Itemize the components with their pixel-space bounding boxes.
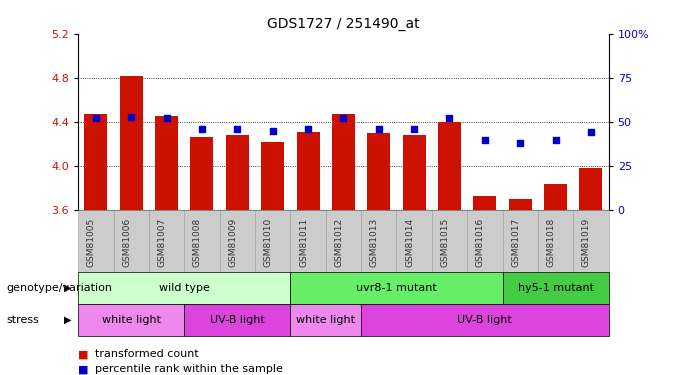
Point — [197, 126, 207, 132]
Text: ■: ■ — [78, 364, 88, 374]
Point — [409, 126, 420, 132]
Text: wild type: wild type — [159, 283, 209, 293]
Text: ▶: ▶ — [64, 283, 71, 293]
Text: GSM81019: GSM81019 — [582, 217, 591, 267]
Text: GSM81015: GSM81015 — [441, 217, 449, 267]
Point — [373, 126, 384, 132]
Text: transformed count: transformed count — [95, 350, 199, 359]
Point — [161, 116, 172, 122]
Bar — [544, 184, 567, 210]
Text: GSM81013: GSM81013 — [370, 217, 379, 267]
Text: GSM81018: GSM81018 — [547, 217, 556, 267]
Text: percentile rank within the sample: percentile rank within the sample — [95, 364, 283, 374]
Bar — [332, 114, 355, 210]
Title: GDS1727 / 251490_at: GDS1727 / 251490_at — [267, 17, 420, 32]
Text: GSM81010: GSM81010 — [264, 217, 273, 267]
Point — [550, 136, 561, 142]
Text: GSM81006: GSM81006 — [122, 217, 131, 267]
Point — [515, 140, 526, 146]
Text: stress: stress — [7, 315, 39, 325]
Bar — [438, 122, 461, 210]
Point — [303, 126, 313, 132]
Bar — [155, 116, 178, 210]
Bar — [190, 137, 214, 210]
Text: white light: white light — [102, 315, 160, 325]
Text: genotype/variation: genotype/variation — [7, 283, 113, 293]
Point — [479, 136, 490, 142]
Text: GSM81005: GSM81005 — [87, 217, 96, 267]
Text: GSM81007: GSM81007 — [158, 217, 167, 267]
Text: GSM81011: GSM81011 — [299, 217, 308, 267]
Bar — [579, 168, 602, 210]
Text: hy5-1 mutant: hy5-1 mutant — [517, 283, 594, 293]
Bar — [367, 133, 390, 210]
Text: GSM81016: GSM81016 — [476, 217, 485, 267]
Text: white light: white light — [296, 315, 355, 325]
Bar — [120, 76, 143, 210]
Point — [585, 129, 596, 135]
Text: UV-B light: UV-B light — [210, 315, 265, 325]
Text: GSM81012: GSM81012 — [335, 217, 343, 267]
Text: ▶: ▶ — [64, 315, 71, 325]
Text: ■: ■ — [78, 350, 88, 359]
Bar — [296, 132, 320, 210]
Bar — [261, 142, 284, 210]
Point — [90, 116, 101, 122]
Bar — [226, 135, 249, 210]
Text: GSM81009: GSM81009 — [228, 217, 237, 267]
Point — [444, 116, 455, 122]
Text: GSM81017: GSM81017 — [511, 217, 520, 267]
Bar — [84, 114, 107, 210]
Bar — [509, 199, 532, 210]
Point — [267, 128, 278, 134]
Point — [126, 114, 137, 120]
Text: GSM81008: GSM81008 — [193, 217, 202, 267]
Bar — [403, 135, 426, 210]
Text: uvr8-1 mutant: uvr8-1 mutant — [356, 283, 437, 293]
Text: UV-B light: UV-B light — [458, 315, 512, 325]
Point — [338, 116, 349, 122]
Bar — [473, 196, 496, 210]
Text: GSM81014: GSM81014 — [405, 217, 414, 267]
Point — [232, 126, 243, 132]
